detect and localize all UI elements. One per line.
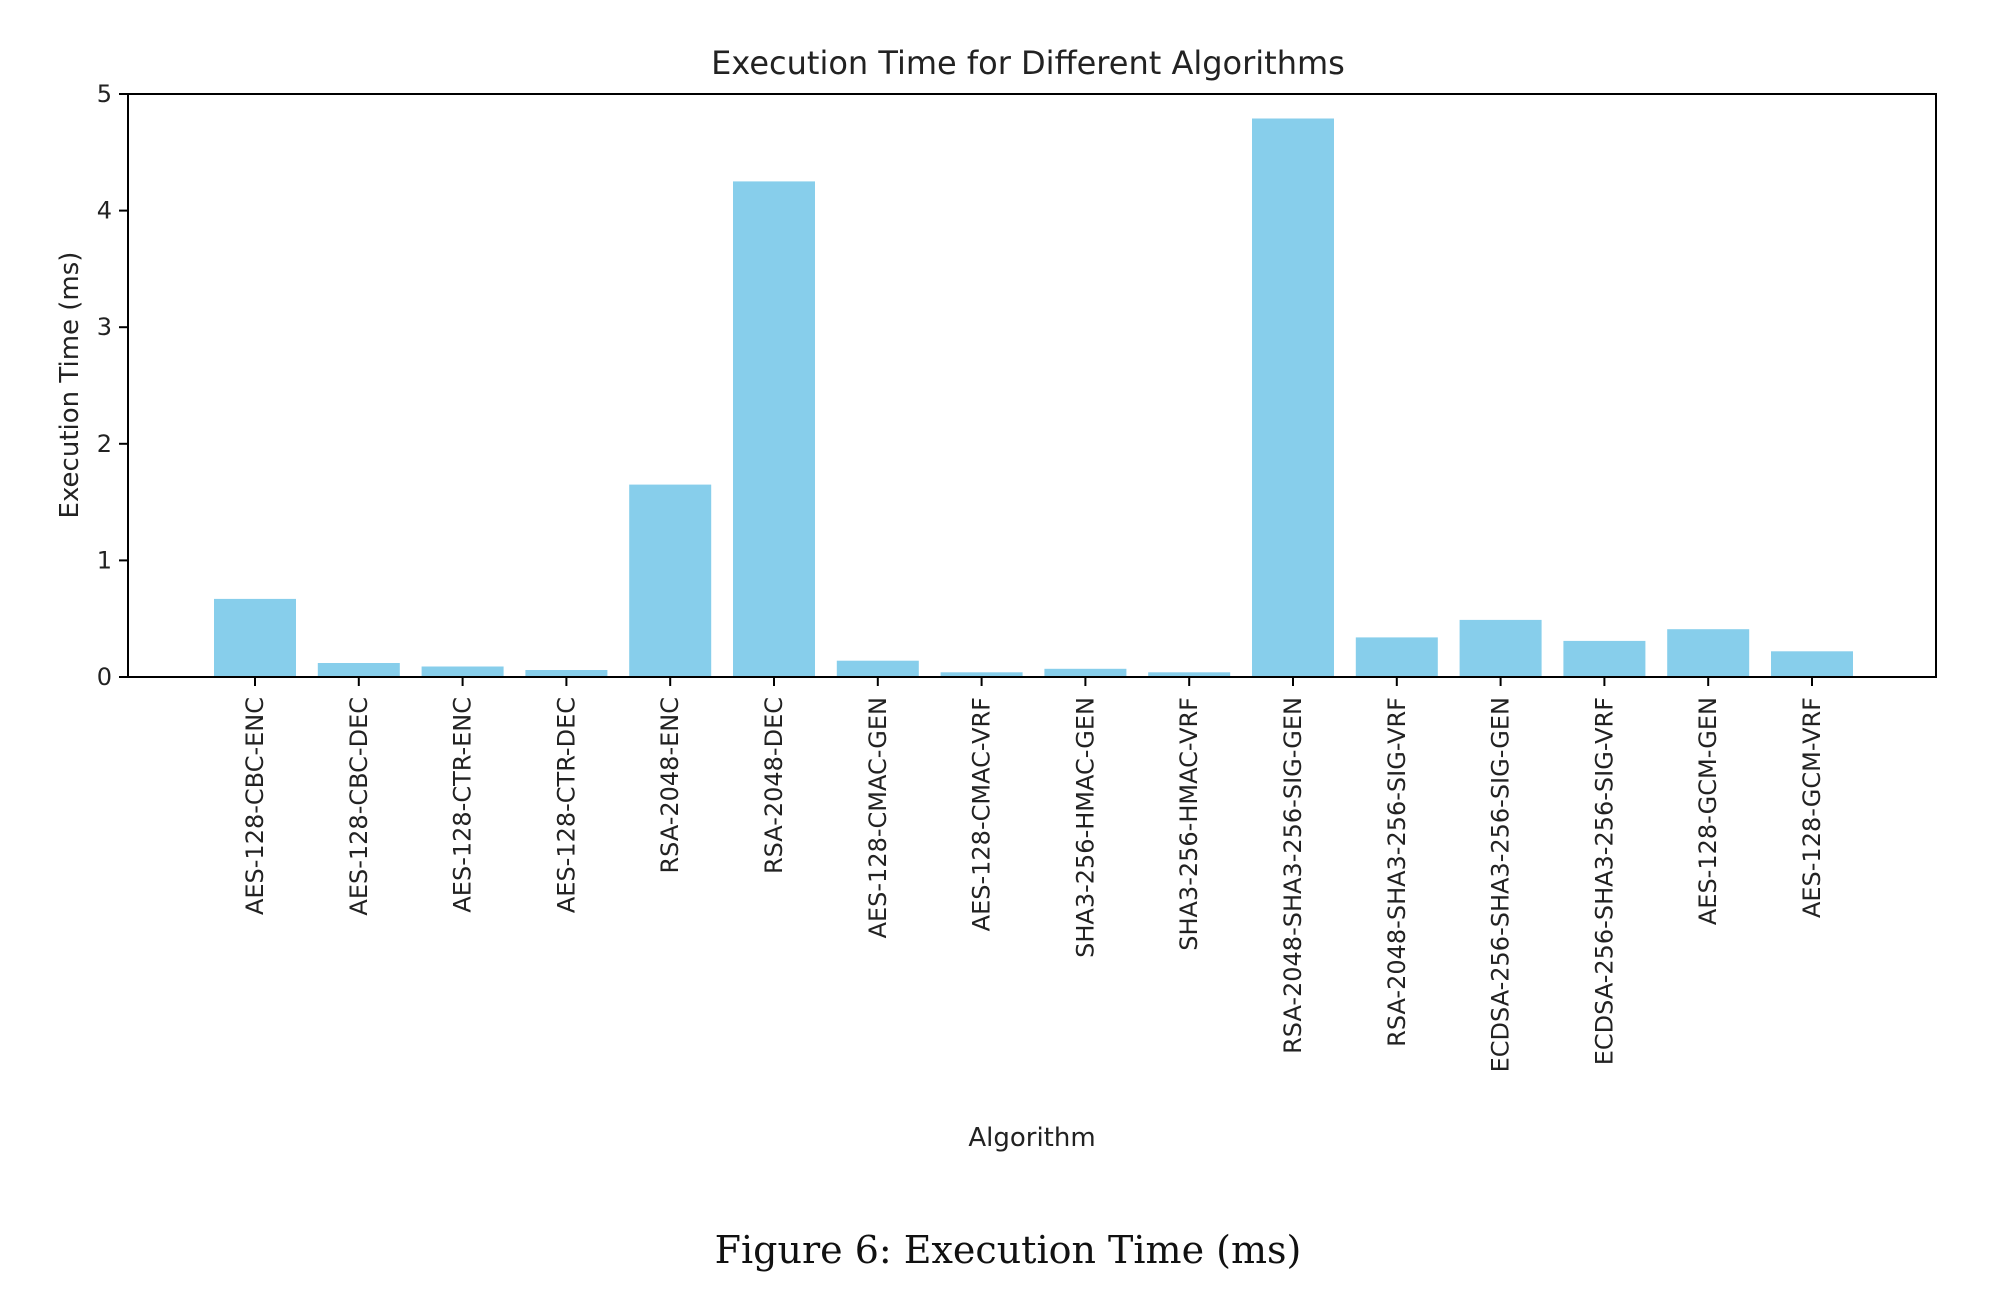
x-tick-label: AES-128-GCM-GEN [1694,697,1722,925]
bar-aes-128-gcm-vrf [1771,651,1853,677]
x-tick-label: AES-128-CTR-DEC [552,697,580,913]
x-tick-label: SHA3-256-HMAC-VRF [1175,697,1203,951]
x-tick-label: RSA-2048-ENC [656,697,684,874]
bar-ecdsa-256-sha3-256-sig-gen [1459,619,1542,677]
x-tick-label: AES-128-GCM-VRF [1798,697,1826,918]
bar-aes-128-cmac-vrf [940,672,1023,677]
bar-rsa-2048-sha3-256-sig-gen [1252,118,1334,677]
y-tick-label: 3 [97,313,112,341]
bar-rsa-2048-dec [733,181,815,677]
x-tick-label: AES-128-CMAC-GEN [864,697,892,938]
x-tick-label: AES-128-CBC-DEC [345,697,373,916]
bar-aes-128-ctr-dec [525,670,608,677]
x-tick-label: RSA-2048-SHA3-256-SIG-GEN [1279,697,1307,1054]
x-axis-label: Algorithm [968,1123,1095,1153]
y-tick-label: 0 [97,663,112,691]
bar-sha3-256-hmac-gen [1044,668,1127,677]
x-tick-label: AES-128-CBC-ENC [241,697,269,915]
bar-chart: Execution Time for Different Algorithms … [55,44,1937,1153]
y-tick-label: 1 [97,546,112,574]
y-tick-label: 4 [97,197,112,225]
x-tick-label: RSA-2048-SHA3-256-SIG-VRF [1383,697,1411,1047]
x-tick-label: AES-128-CMAC-VRF [968,697,996,931]
x-tick-label: AES-128-CTR-ENC [449,697,477,913]
y-tick-label: 2 [97,430,112,458]
bar-rsa-2048-enc [629,484,712,677]
bar-aes-128-cbc-enc [214,598,296,677]
figure-caption: Figure 6: Execution Time (ms) [714,1228,1302,1272]
bar-aes-128-ctr-enc [421,666,504,677]
chart-title: Execution Time for Different Algorithms [711,44,1345,82]
x-tick-label: SHA3-256-HMAC-GEN [1071,697,1099,958]
y-axis: 0 1 2 3 4 5 [97,80,128,691]
bar-ecdsa-256-sha3-256-sig-vrf [1563,640,1646,677]
y-tick-label: 5 [97,80,112,108]
y-axis-label: Execution Time (ms) [55,252,85,519]
bars-group [214,118,1853,677]
bar-aes-128-gcm-gen [1667,629,1750,677]
x-tick-label: ECDSA-256-SHA3-256-SIG-GEN [1487,697,1515,1072]
x-tick-label: RSA-2048-DEC [760,697,788,874]
x-axis: AES-128-CBC-ENC AES-128-CBC-DEC AES-128-CT… [241,677,1826,1072]
bar-sha3-256-hmac-vrf [1148,672,1231,677]
plot-frame [127,93,1937,678]
bar-aes-128-cbc-dec [317,663,400,677]
x-tick-label: ECDSA-256-SHA3-256-SIG-VRF [1590,697,1618,1065]
bar-aes-128-cmac-gen [836,660,919,677]
bar-rsa-2048-sha3-256-sig-vrf [1355,637,1438,677]
